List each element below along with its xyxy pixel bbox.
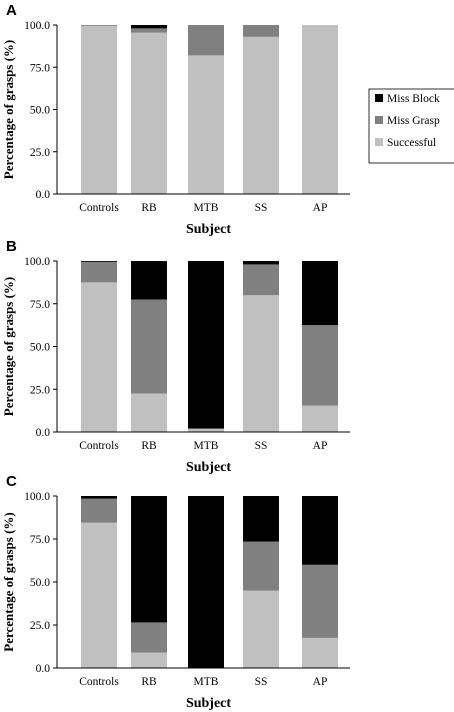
x-axis-label: Subject (186, 460, 231, 475)
panel-label: A (6, 2, 17, 19)
bar-segment-successful-ss (243, 590, 279, 668)
bar-segment-miss-grasp-mtb (188, 25, 224, 56)
x-axis-label: Subject (186, 696, 231, 711)
y-tick-label: 75.0 (30, 299, 50, 311)
x-tick-label: RB (141, 440, 157, 452)
x-tick-label: AP (313, 440, 328, 452)
bar-segment-successful-mtb (188, 55, 224, 194)
bar-segment-successful-rb (131, 393, 167, 432)
y-tick-label: 100.0 (24, 20, 50, 32)
bar-segment-miss-block-mtb (188, 261, 224, 429)
bar-segment-miss-grasp-controls (81, 25, 117, 26)
legend-swatch (375, 138, 383, 146)
x-tick-label: SS (255, 676, 268, 688)
chart-panel-b: B Percentage of grasps (%) 0.0 25.0 50.0 75.0… (1, 238, 350, 475)
bar-segment-miss-grasp-ss (243, 25, 279, 37)
x-tick-label: SS (255, 440, 268, 452)
x-tick-label: Controls (79, 202, 119, 214)
bar-segment-successful-controls (81, 522, 117, 668)
legend-swatch (375, 116, 383, 124)
y-tick-label: 50.0 (30, 105, 50, 117)
y-tick-label: 50.0 (30, 342, 50, 354)
y-tick-label: 50.0 (30, 577, 50, 589)
y-tick-label: 25.0 (30, 384, 50, 396)
x-tick-label: AP (313, 676, 328, 688)
legend-box (368, 88, 454, 164)
bar-segment-miss-block-rb (131, 25, 167, 29)
legend-entry: Successful (387, 137, 436, 149)
y-tick-label: 75.0 (30, 62, 50, 74)
x-tick-label: RB (141, 676, 157, 688)
legend-entry: Miss Block (387, 93, 440, 105)
bar-segment-miss-block-controls (81, 261, 117, 262)
chart-panel-c: C Percentage of grasps (%) 0.0 25.0 50.0 75.0… (1, 473, 350, 711)
x-tick-label: MTB (194, 202, 219, 214)
bar-segment-successful-controls (81, 25, 117, 194)
bar-segment-miss-block-mtb (188, 496, 224, 668)
bar-segment-miss-block-rb (131, 261, 167, 300)
bar-segment-miss-block-ss (243, 496, 279, 542)
bar-segment-miss-block-ap (302, 261, 338, 326)
x-tick-label: AP (313, 202, 328, 214)
y-tick-label: 100.0 (24, 256, 50, 268)
y-tick-label: 100.0 (24, 491, 50, 503)
bar-segment-successful-rb (131, 32, 167, 195)
chart-panel-a: A Percentage of grasps (%) 0.0 25.0 50.0 75.0… (1, 2, 454, 237)
x-tick-label: MTB (194, 440, 219, 452)
x-tick-label: Controls (79, 440, 119, 452)
bar-segment-successful-ap (302, 405, 338, 432)
y-tick-label: 0.0 (36, 427, 51, 439)
y-tick-label: 25.0 (30, 620, 50, 632)
bar-segment-successful-controls (81, 282, 117, 432)
y-tick-label: 25.0 (30, 147, 50, 159)
bar-segment-miss-grasp-controls (81, 498, 117, 523)
y-tick-label: 75.0 (30, 534, 50, 546)
bar-segment-successful-rb (131, 652, 167, 668)
bar-segment-miss-block-ap (302, 496, 338, 565)
bar-segment-successful-mtb (188, 428, 224, 432)
bar-segment-miss-grasp-rb (131, 622, 167, 653)
legend: Miss Block Miss Grasp Successful (368, 88, 454, 164)
x-tick-label: Controls (79, 676, 119, 688)
bar-segment-successful-ss (243, 295, 279, 432)
panel-label: B (6, 238, 17, 255)
bar-segment-miss-block-rb (131, 496, 167, 623)
x-tick-label: MTB (194, 676, 219, 688)
y-tick-label: 0.0 (36, 663, 51, 675)
bar-segment-successful-ss (243, 36, 279, 194)
y-axis-label: Percentage of grasps (%) (1, 277, 16, 416)
x-tick-label: SS (255, 202, 268, 214)
panel-label: C (6, 473, 17, 490)
y-tick-label: 0.0 (36, 189, 51, 201)
bar-segment-miss-grasp-ap (302, 564, 338, 638)
bar-segment-miss-grasp-controls (81, 261, 117, 283)
bar-segment-successful-ap (302, 25, 338, 194)
x-tick-label: RB (141, 202, 157, 214)
legend-entry: Miss Grasp (387, 115, 440, 127)
bar-segment-miss-block-controls (81, 496, 117, 499)
bar-segment-miss-block-ss (243, 261, 279, 265)
bar-segment-miss-grasp-rb (131, 299, 167, 394)
bar-segment-successful-ap (302, 637, 338, 668)
legend-swatch (375, 94, 383, 102)
bar-segment-miss-grasp-ap (302, 325, 338, 406)
y-axis-label: Percentage of grasps (%) (1, 512, 16, 651)
bar-segment-miss-grasp-rb (131, 28, 167, 33)
y-axis-label: Percentage of grasps (%) (1, 40, 16, 179)
bar-segment-miss-grasp-ss (243, 264, 279, 296)
bar-segment-miss-grasp-ss (243, 541, 279, 591)
x-axis-label: Subject (186, 222, 231, 237)
